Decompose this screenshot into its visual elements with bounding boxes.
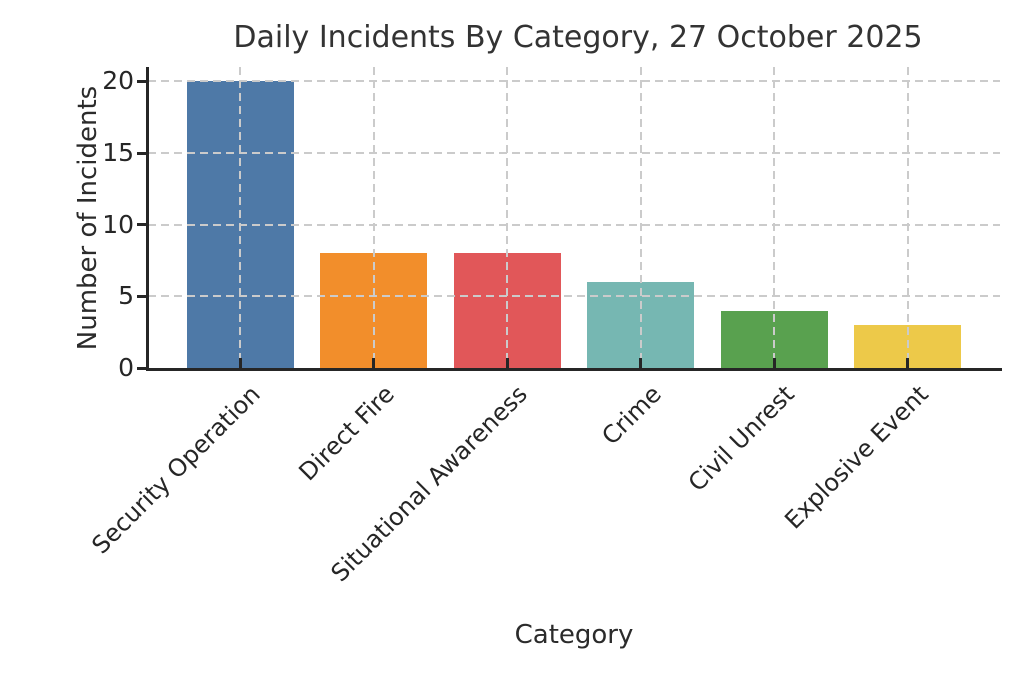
h-gridline [148,295,1000,298]
x-tick-mark [505,358,509,368]
bar-chart-figure: Daily Incidents By Category, 27 October … [73,20,1002,650]
v-gridline [239,67,242,368]
y-tick-label: 5 [118,281,134,311]
v-gridline [639,67,642,368]
y-tick-label: 0 [118,353,134,382]
y-tick-mark [137,79,147,83]
y-tick-label: 20 [102,66,134,96]
v-gridline [773,67,776,368]
y-tick-mark [137,294,147,298]
y-tick-mark [137,366,147,370]
x-axis-spine [146,368,1002,371]
v-gridline [906,67,909,368]
h-gridline [148,152,1000,154]
y-tick-label: 15 [102,138,134,167]
h-gridline [148,223,1000,226]
chart-title: Daily Incidents By Category, 27 October … [233,20,923,55]
x-tick-mark [906,358,910,368]
y-tick-mark [137,223,147,227]
y-tick-mark [137,151,147,155]
x-axis-label: Category [514,620,634,650]
x-tick-mark [772,358,776,368]
y-tick-label: 10 [102,209,134,239]
y-axis-spine [146,67,149,371]
v-gridline [372,67,375,368]
x-tick-mark [372,358,376,368]
x-tick-mark [639,358,643,368]
x-tick-mark [238,358,242,368]
h-gridline [148,80,1000,83]
v-gridline [506,67,509,368]
plot-area [137,67,1002,371]
